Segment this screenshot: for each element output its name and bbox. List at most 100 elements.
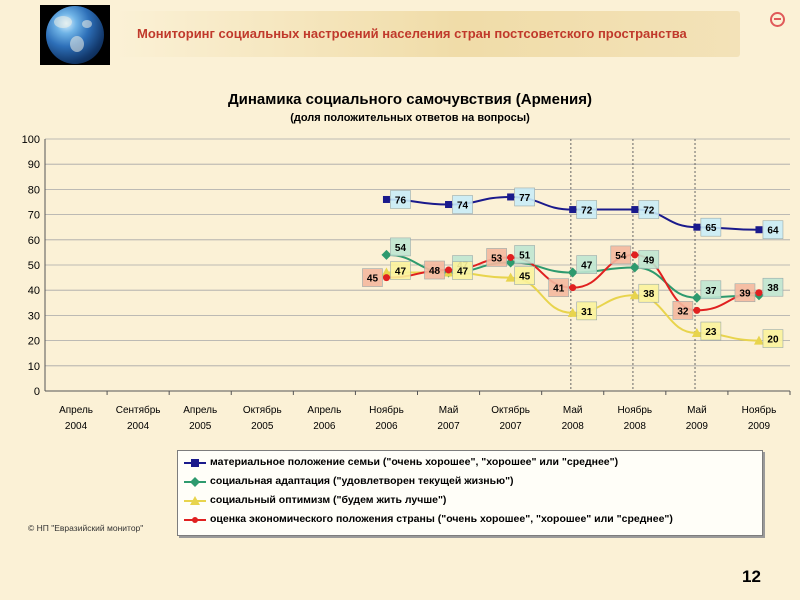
legend-swatch-economy <box>184 517 206 523</box>
data-point <box>691 292 702 303</box>
data-label-box <box>486 248 507 267</box>
data-label: 51 <box>519 250 531 261</box>
y-tick-label: 0 <box>34 386 40 398</box>
y-tick-label: 60 <box>28 235 40 247</box>
data-point <box>631 251 639 259</box>
data-label-box <box>610 245 632 265</box>
data-label: 39 <box>739 289 751 300</box>
data-point <box>567 307 578 317</box>
data-label: 74 <box>457 201 469 212</box>
data-label-box <box>390 190 411 209</box>
data-label: 54 <box>395 243 407 254</box>
y-tick-label: 40 <box>28 285 40 297</box>
data-point <box>382 274 390 282</box>
data-label-box <box>638 283 660 303</box>
data-label-box <box>700 217 722 237</box>
data-label: 23 <box>705 327 717 338</box>
data-point <box>631 206 639 214</box>
y-tick-label: 20 <box>28 336 40 348</box>
data-label-box <box>548 278 570 297</box>
data-label: 72 <box>643 206 655 217</box>
chart-legend: материальное положение семьи ("очень хор… <box>177 450 763 536</box>
y-tick-label: 10 <box>28 361 40 373</box>
data-label-box <box>672 301 694 320</box>
x-tick-label: Ноябрь 2008 <box>617 404 652 432</box>
data-point <box>382 195 390 203</box>
copyright-note: © НП "Евразийский монитор" <box>28 523 144 533</box>
data-point <box>755 289 763 297</box>
legend-label-optimism: социальный оптимизм ("будем жить лучше") <box>210 494 447 506</box>
data-label-box <box>734 283 756 303</box>
data-label: 54 <box>615 251 627 262</box>
data-label: 65 <box>705 223 717 234</box>
data-label: 31 <box>581 307 593 318</box>
data-point <box>505 257 516 268</box>
globe-logo <box>40 5 110 65</box>
legend-swatch-material <box>184 459 206 467</box>
data-label: 77 <box>519 193 531 204</box>
legend-label-material: материальное положение семьи ("очень хор… <box>210 456 619 468</box>
data-point <box>693 223 701 231</box>
x-tick-label: Май 2008 <box>562 405 585 432</box>
data-point <box>507 253 515 261</box>
data-label-box <box>390 237 411 257</box>
x-tick-label: Октябрь 2005 <box>243 404 282 432</box>
chart-title: Динамика социального самочувствия (Армен… <box>227 91 593 108</box>
data-label: 48 <box>429 266 441 277</box>
x-tick-label: Апрель 2006 <box>307 405 341 432</box>
data-label-box <box>390 261 411 280</box>
data-label-box <box>638 200 660 219</box>
data-label: 20 <box>767 335 779 346</box>
y-tick-label: 30 <box>28 310 40 322</box>
data-label: 32 <box>677 306 689 317</box>
data-point <box>569 284 577 292</box>
data-label: 53 <box>491 253 503 264</box>
data-label-box <box>452 261 473 280</box>
data-point <box>693 306 701 314</box>
data-label: 72 <box>581 206 593 217</box>
data-label-box <box>514 245 535 264</box>
y-tick-label: 90 <box>28 159 40 171</box>
data-label: 47 <box>581 261 593 272</box>
data-point <box>445 201 453 209</box>
data-label-box <box>514 187 535 207</box>
data-point <box>753 335 764 345</box>
page-number: 12 <box>742 567 761 586</box>
data-label-box <box>762 220 784 240</box>
legend-swatch-optimism <box>184 496 206 505</box>
data-label: 64 <box>767 226 779 237</box>
data-point <box>755 226 763 234</box>
header-band: Мониторинг социальных настроений населен… <box>0 0 800 70</box>
data-label-box <box>700 321 722 341</box>
data-label-box <box>576 200 598 219</box>
line-chart: 0 10 20 30 40 50 60 70 80 90 100 Апрель 2004 Сентябрь… <box>22 134 791 432</box>
data-label-box <box>576 301 598 321</box>
data-point <box>381 249 392 260</box>
data-label: 38 <box>767 283 779 294</box>
minus-circle-icon[interactable] <box>770 12 785 27</box>
data-label: 38 <box>643 289 655 300</box>
data-point <box>505 272 516 282</box>
data-point <box>629 262 640 273</box>
x-tick-label: Апрель 2005 <box>183 405 217 432</box>
data-label: 37 <box>705 286 717 297</box>
data-point <box>629 290 640 300</box>
data-label-box <box>514 266 535 285</box>
x-tick-label: Май 2009 <box>686 405 709 432</box>
data-label: 47 <box>395 267 407 278</box>
y-tick-label: 70 <box>28 210 40 222</box>
data-point <box>691 328 702 338</box>
header-title-box: Мониторинг социальных настроений населен… <box>115 11 740 57</box>
x-tick-label: Октябрь 2007 <box>491 404 530 432</box>
y-tick-label: 100 <box>22 134 40 146</box>
x-tick-label: Ноябрь 2009 <box>742 404 777 432</box>
data-point <box>569 206 577 214</box>
chart-subtitle: (доля положительных ответов на вопросы) <box>290 112 530 124</box>
data-label: 45 <box>367 274 379 285</box>
data-label: 49 <box>643 256 655 267</box>
x-tick-label: Ноябрь 2006 <box>369 404 404 432</box>
globe-icon <box>46 6 104 64</box>
data-label: 45 <box>519 272 531 283</box>
data-point <box>567 267 578 278</box>
data-label-box <box>762 329 784 348</box>
